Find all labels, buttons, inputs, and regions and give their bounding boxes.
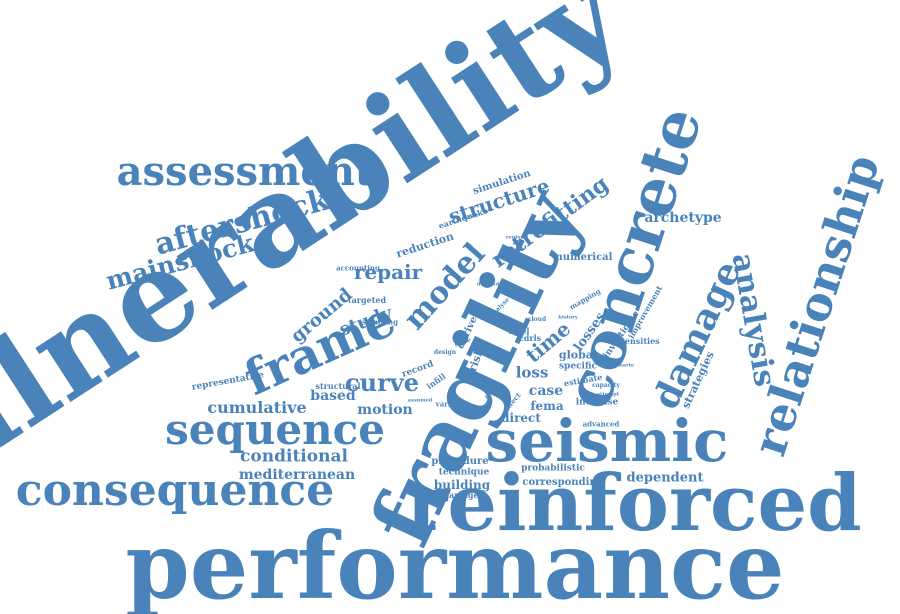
word-sequence: sequence (165, 405, 385, 454)
word-analysis: analysis (724, 250, 783, 390)
word-history: history (558, 314, 578, 321)
word-level: level (508, 326, 530, 336)
word-intensities: intensities (612, 336, 660, 346)
word-attempt: attempt (596, 391, 620, 398)
word-based: based (310, 388, 356, 404)
word-accounting: accounting (336, 263, 380, 273)
word-probabilistic: probabilistic (521, 463, 585, 474)
word-consequence: consequence (15, 465, 335, 516)
word-cdrls: cdrls (518, 333, 542, 343)
word-technique: technique (438, 467, 490, 478)
word-various: various (435, 399, 465, 409)
word-design: design (433, 349, 457, 356)
word-conditional: conditional (240, 446, 348, 467)
word-assessment: assessment (116, 148, 374, 195)
word-demand: demand (476, 281, 500, 288)
word-reduction: reduction (394, 229, 456, 261)
word-corresponding: corresponding (522, 477, 604, 488)
word-seismic: seismic (485, 407, 729, 475)
word-scenario: scenario (610, 362, 634, 369)
word-numerical: numerical (555, 252, 613, 263)
word-advanced: advanced (582, 419, 620, 429)
word-mediterranean: mediterranean (238, 467, 356, 483)
word-targeted: targeted (347, 295, 387, 305)
word-specific: specific (558, 361, 598, 372)
word-sampling: sampling (361, 317, 399, 327)
word-structural: structural (315, 381, 361, 391)
word-undamaged: undamaged (431, 490, 485, 500)
word-direct: direct (501, 411, 541, 425)
word-region: region (505, 234, 525, 241)
word-curve: curve (345, 368, 419, 397)
word-capacity: capacity (592, 382, 620, 389)
word-cumulative: cumulative (207, 398, 307, 417)
word-reinforced: reinforced (406, 458, 862, 549)
word-repair: repair (353, 260, 423, 284)
word-case: case (528, 383, 564, 399)
word-loss: loss (515, 363, 549, 382)
word-performance: performance (125, 512, 785, 614)
word-increase: increase (575, 397, 619, 408)
word-archetype: archetype (644, 210, 722, 226)
word-assumed: assumed (407, 397, 433, 404)
word-motion: motion (357, 402, 413, 418)
word-fema: fema (530, 399, 564, 413)
word-building: building (433, 478, 491, 492)
word-procedure: procedure (431, 456, 489, 467)
word-cloud-term: cloud (527, 316, 547, 323)
word-dependent: dependent (626, 470, 704, 486)
word-global: global (558, 348, 598, 362)
